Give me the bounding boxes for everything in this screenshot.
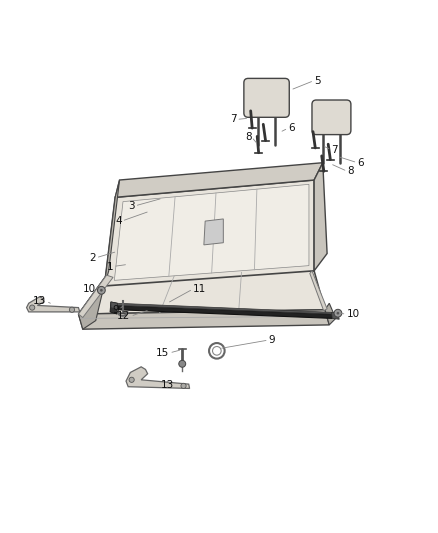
- Polygon shape: [332, 312, 339, 319]
- Circle shape: [69, 307, 74, 312]
- Text: 2: 2: [89, 253, 96, 263]
- Circle shape: [336, 312, 339, 314]
- Text: 15: 15: [156, 348, 169, 358]
- Polygon shape: [27, 297, 80, 312]
- Circle shape: [181, 383, 186, 389]
- Polygon shape: [325, 303, 336, 325]
- Polygon shape: [117, 303, 332, 314]
- Text: 13: 13: [160, 381, 173, 390]
- Polygon shape: [126, 367, 190, 389]
- Text: 5: 5: [314, 76, 321, 86]
- Polygon shape: [78, 310, 329, 329]
- Text: 13: 13: [33, 296, 46, 306]
- Polygon shape: [78, 275, 113, 318]
- Text: 6: 6: [357, 158, 364, 168]
- Polygon shape: [115, 163, 323, 197]
- Text: 12: 12: [117, 311, 131, 321]
- Text: 9: 9: [269, 335, 276, 345]
- Polygon shape: [78, 275, 106, 329]
- Text: 10: 10: [83, 284, 96, 294]
- Polygon shape: [310, 271, 327, 311]
- Polygon shape: [111, 302, 117, 310]
- Circle shape: [129, 377, 134, 382]
- Polygon shape: [117, 305, 332, 318]
- Text: 1: 1: [106, 262, 113, 271]
- Circle shape: [30, 305, 35, 310]
- Text: 6: 6: [288, 123, 295, 133]
- Text: 7: 7: [230, 115, 236, 125]
- Polygon shape: [110, 302, 117, 314]
- FancyBboxPatch shape: [312, 100, 351, 135]
- Text: 11: 11: [193, 284, 206, 294]
- Circle shape: [100, 289, 103, 292]
- Polygon shape: [314, 163, 327, 271]
- FancyBboxPatch shape: [244, 78, 289, 117]
- Text: 8: 8: [245, 132, 251, 142]
- Text: 3: 3: [128, 201, 134, 211]
- Text: 7: 7: [332, 145, 338, 155]
- Text: 10: 10: [346, 309, 360, 319]
- Circle shape: [98, 286, 105, 294]
- Polygon shape: [204, 219, 223, 245]
- Circle shape: [179, 360, 186, 367]
- Polygon shape: [78, 271, 325, 314]
- Text: 9: 9: [112, 305, 119, 315]
- Text: 4: 4: [115, 216, 122, 226]
- Circle shape: [334, 309, 342, 317]
- Polygon shape: [104, 180, 120, 286]
- Polygon shape: [114, 184, 309, 280]
- Polygon shape: [104, 180, 314, 286]
- Text: 8: 8: [347, 166, 354, 176]
